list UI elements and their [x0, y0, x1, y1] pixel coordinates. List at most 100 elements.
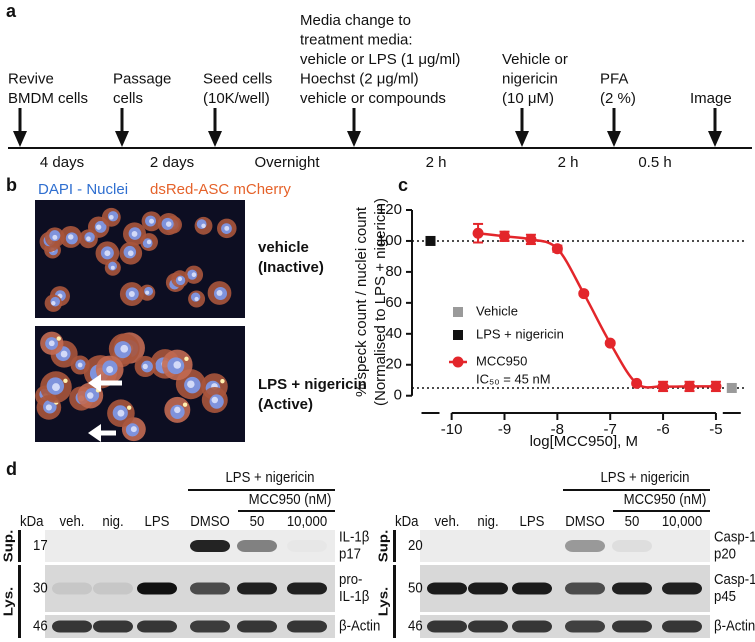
blot-band [237, 620, 277, 633]
panel-letter: c [398, 175, 408, 195]
step-label: nigericin [502, 70, 558, 87]
x-axis-label: log[MCC950], M [530, 433, 638, 450]
data-point [631, 377, 643, 389]
lane-label: DMSO [190, 512, 230, 529]
protein-label: Casp-1 [714, 528, 755, 545]
protein-label: p20 [714, 545, 736, 562]
nucleus-core [191, 272, 197, 277]
step-label: (10 μM) [502, 90, 554, 107]
micrograph [35, 326, 245, 442]
condition-label: (Active) [258, 396, 313, 413]
interval-label: 2 h [558, 154, 579, 171]
step-label: PFA [600, 70, 628, 87]
y-tick-label: 40 [385, 325, 402, 342]
y-tick-label: 0 [394, 387, 402, 404]
nucleus-core [95, 224, 102, 230]
data-point [710, 380, 722, 392]
step-label: BMDM cells [8, 90, 88, 107]
lane-label: veh. [435, 512, 460, 529]
panel-letter: b [6, 175, 17, 195]
treatment-header: LPS + nigericin [225, 468, 314, 485]
arrow-head [347, 131, 361, 147]
step-label: Vehicle or [502, 51, 568, 68]
kda-label: 50 [408, 579, 423, 596]
blot-band [190, 582, 231, 595]
treatment-header: LPS + nigericin [600, 468, 689, 485]
blot-band [427, 582, 467, 595]
blot-band [93, 620, 133, 633]
nucleus-core [48, 340, 55, 347]
blot-strip [420, 530, 710, 562]
blot-band [565, 620, 605, 633]
protein-label: p45 [714, 587, 736, 604]
nucleus-core [211, 396, 219, 404]
nucleus-core [45, 404, 52, 411]
step-label: Hoechst (2 μg/ml) [300, 70, 419, 87]
kda-label: 20 [408, 536, 423, 553]
nucleus-core [130, 426, 137, 433]
condition-label: (Inactive) [258, 259, 324, 276]
data-point [684, 380, 695, 392]
nucleus-core [104, 250, 111, 257]
nucleus-core [120, 344, 129, 353]
condition-label: vehicle [258, 239, 309, 256]
y-axis-label: % speck count / nuclei count [353, 206, 370, 397]
legend-label: Vehicle [476, 303, 518, 318]
protein-label: IL-1β [339, 587, 369, 604]
legend-label: MCC950 [476, 353, 527, 368]
nucleus-core [142, 363, 148, 370]
arrow-head [607, 131, 621, 147]
nucleus-core [146, 239, 152, 245]
step-label: Seed cells [203, 70, 272, 87]
interval-label: Overnight [254, 154, 320, 171]
x-tick-label: -7 [604, 421, 617, 438]
arrow-head [13, 131, 27, 147]
interval-label: 2 h [426, 154, 447, 171]
kda-header: kDa [395, 512, 419, 529]
protein-label: p17 [339, 545, 361, 562]
nucleus-core [177, 276, 183, 282]
legend-marker [453, 307, 463, 317]
step-label: Image [690, 90, 732, 107]
lane-label: veh. [60, 512, 85, 529]
speck-arrow-head [88, 424, 101, 442]
y-tick-label: 60 [385, 294, 402, 311]
blot-band [565, 582, 605, 595]
x-tick-label: -5 [709, 421, 722, 438]
nucleus-core [224, 225, 230, 231]
protein-label: β-Actin [339, 617, 380, 634]
legend-marker [453, 330, 463, 340]
step-label: Revive [8, 70, 54, 87]
fraction-label: Lys. [375, 587, 390, 616]
data-point [525, 233, 537, 245]
fraction-bar [393, 530, 396, 562]
y-tick-label: 120 [377, 201, 402, 218]
blot-band [662, 582, 702, 595]
blot-band [468, 582, 508, 595]
speck [63, 378, 68, 383]
blot-band [468, 620, 508, 633]
speck [220, 378, 225, 384]
nucleus-core [51, 300, 56, 306]
blot-panel: LPS + nigericin MCC950 (nM) kDa veh. nig. LPS… [0, 468, 755, 638]
blot-band [565, 540, 605, 552]
step-label: vehicle or compounds [300, 90, 446, 107]
blot-band [612, 582, 652, 595]
speck-arrow-head [88, 374, 101, 392]
nucleus-core [131, 231, 138, 237]
nucleus-core [173, 361, 182, 369]
nucleus-core [86, 236, 91, 242]
kda-label: 46 [33, 617, 48, 634]
blot-band [287, 620, 327, 633]
fraction-label: Sup. [0, 530, 15, 562]
speck [56, 336, 61, 341]
arrow-head [115, 131, 129, 147]
data-point [604, 337, 616, 349]
lane-label: nig. [477, 512, 498, 529]
x-tick-label: -8 [551, 421, 564, 438]
nucleus-core [108, 214, 114, 220]
data-point [657, 380, 669, 392]
blot-band [52, 620, 92, 633]
blot-band [287, 582, 327, 595]
